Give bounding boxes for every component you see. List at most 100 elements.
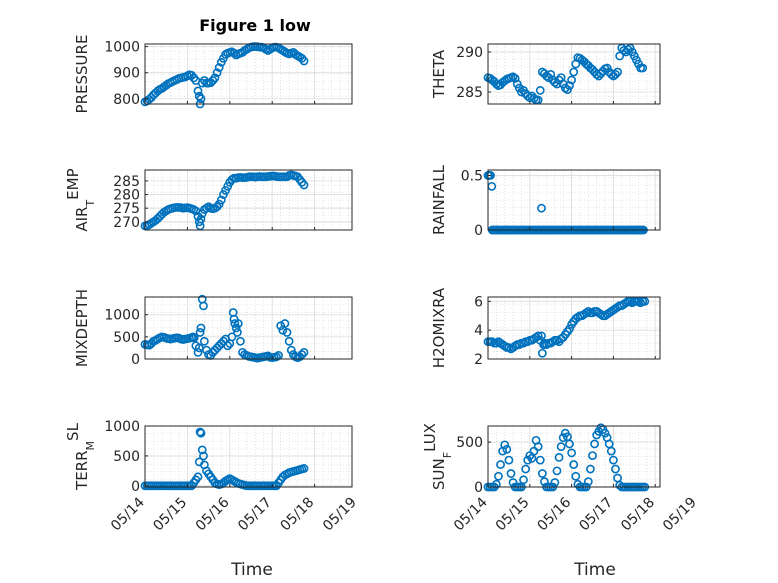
data-point [299, 464, 309, 473]
data-point [223, 341, 233, 351]
data-point [504, 455, 514, 465]
series-air_temp [140, 170, 309, 231]
data-point [235, 336, 245, 346]
data-point [569, 67, 579, 77]
data-point [640, 296, 650, 306]
data-point [500, 440, 510, 450]
data-point [196, 323, 206, 333]
data-point [523, 455, 533, 465]
data-point [565, 324, 574, 334]
data-point [199, 301, 208, 311]
y-tick-label: 0 [131, 352, 140, 368]
x-axis-label-right: Time [573, 560, 616, 580]
data-point [193, 86, 203, 96]
y-axis-label-h2omixra: H2OMIXRA [430, 287, 448, 368]
data-point [231, 323, 241, 333]
y-tick-label: 4 [474, 323, 483, 339]
data-point [510, 74, 520, 83]
data-point [613, 67, 622, 77]
data-point [227, 332, 237, 342]
data-point [529, 94, 539, 103]
data-point [196, 428, 206, 438]
data-point [586, 464, 595, 474]
data-point [554, 452, 564, 462]
data-point [542, 71, 551, 81]
data-point [216, 195, 226, 205]
data-point [494, 471, 503, 481]
figure-title: Figure 1 low [199, 16, 311, 35]
y-tick-label: 500 [456, 435, 483, 451]
y-axis-label-rainfall: RAINFALL [430, 164, 448, 235]
y-tick-label: 6 [474, 294, 483, 310]
panel-mixdepth: 0 500 1000 MIXDEPTH [73, 289, 353, 368]
y-tick-label: 290 [456, 45, 483, 61]
data-point [299, 56, 309, 66]
y-tick-label: 280 [113, 188, 140, 204]
y-tick-label: 0 [474, 223, 483, 239]
axes-box-mixdepth [144, 296, 353, 360]
y-tick-label: 1000 [104, 308, 140, 324]
panel-h2omixra: 2 4 6 H2OMIXRA [430, 287, 661, 368]
panel-pressure: 800 900 1000 PRESSURE [73, 35, 353, 114]
data-point [638, 63, 648, 73]
data-point [189, 333, 199, 343]
data-point [537, 348, 547, 358]
axes-box-sun_flux [487, 425, 661, 488]
data-point [491, 479, 501, 489]
y-tick-label: 500 [113, 330, 140, 346]
axes-box-theta [487, 43, 661, 105]
y-axis-label-terr_msl: TERRMSL [64, 422, 97, 491]
data-point [535, 455, 545, 465]
data-point [508, 72, 518, 82]
data-point [611, 464, 620, 474]
data-point [199, 336, 209, 346]
y-tick-label: 1000 [104, 419, 140, 435]
data-point [210, 73, 220, 83]
y-tick-label: 2 [474, 352, 483, 368]
data-point [197, 445, 207, 455]
data-point [606, 446, 616, 456]
data-point [214, 63, 224, 72]
data-point [297, 350, 307, 359]
data-point [286, 345, 296, 355]
data-point [583, 477, 593, 487]
data-point [193, 347, 203, 357]
y-tick-label: 800 [113, 92, 140, 108]
y-tick-label: 270 [113, 215, 140, 231]
y-axis-label-sun_flux: SUNFLUX [421, 423, 454, 490]
y-axis-label-mixdepth: MIXDEPTH [73, 289, 91, 367]
y-tick-label: 1000 [104, 40, 140, 56]
y-tick-label: 0.5 [461, 168, 483, 184]
data-point [230, 319, 240, 328]
data-point [537, 331, 546, 341]
data-point [280, 319, 290, 328]
data-point [229, 48, 239, 58]
data-point [550, 478, 560, 487]
data-point [556, 442, 566, 452]
axes-box-rainfall [487, 169, 661, 231]
data-point [537, 469, 547, 478]
axes-box-terr_msl [144, 425, 353, 488]
data-point [284, 336, 294, 346]
data-point [540, 477, 549, 487]
y-tick-label: 900 [113, 66, 140, 82]
data-point [596, 423, 606, 433]
plot-area-rainfall [488, 170, 660, 230]
data-point [567, 448, 576, 458]
data-point [569, 460, 579, 469]
y-tick-label: 0 [474, 480, 483, 496]
data-point [233, 319, 243, 328]
plot-area-terr_msl [145, 426, 352, 487]
y-axis-label-pressure: PRESSURE [73, 35, 91, 114]
data-point [615, 51, 625, 61]
data-point [537, 203, 546, 213]
data-point [299, 180, 309, 190]
data-point [299, 347, 309, 357]
series-h2omixra [483, 296, 650, 358]
data-point [552, 466, 562, 476]
panel-rainfall: 0 0.5 RAINFALL [430, 164, 661, 239]
data-point [535, 86, 545, 95]
data-point [609, 455, 618, 465]
data-point [565, 439, 574, 449]
